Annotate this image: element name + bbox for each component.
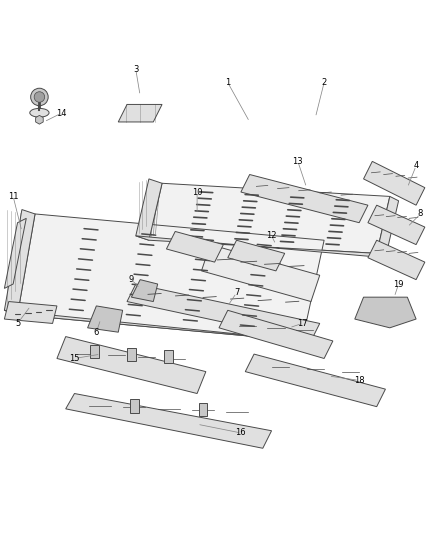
Text: 7: 7 — [234, 288, 239, 297]
Polygon shape — [131, 280, 158, 302]
Text: 16: 16 — [236, 429, 246, 438]
Text: 15: 15 — [69, 354, 80, 363]
Text: 2: 2 — [321, 78, 327, 87]
Text: 18: 18 — [354, 376, 364, 385]
Polygon shape — [377, 197, 399, 258]
Polygon shape — [127, 348, 136, 361]
Text: 13: 13 — [293, 157, 303, 166]
Polygon shape — [136, 236, 385, 258]
Polygon shape — [18, 214, 324, 341]
Text: 8: 8 — [418, 209, 423, 219]
Polygon shape — [66, 393, 272, 448]
Text: 12: 12 — [266, 231, 277, 240]
Polygon shape — [355, 297, 416, 328]
Polygon shape — [164, 350, 173, 363]
Polygon shape — [118, 104, 162, 122]
Polygon shape — [228, 240, 285, 271]
Polygon shape — [4, 310, 307, 341]
Polygon shape — [166, 231, 223, 262]
Text: 6: 6 — [94, 328, 99, 337]
Polygon shape — [198, 403, 207, 416]
Polygon shape — [368, 205, 425, 245]
Polygon shape — [57, 336, 206, 393]
Polygon shape — [201, 245, 320, 302]
Text: 5: 5 — [15, 319, 20, 328]
Text: 14: 14 — [56, 109, 67, 118]
Polygon shape — [364, 161, 425, 205]
Polygon shape — [4, 209, 35, 314]
Polygon shape — [130, 399, 139, 413]
Text: 17: 17 — [297, 319, 307, 328]
Text: 1: 1 — [225, 78, 230, 87]
Polygon shape — [90, 345, 99, 359]
Polygon shape — [4, 302, 57, 324]
Text: 10: 10 — [192, 188, 202, 197]
Ellipse shape — [30, 108, 49, 117]
Polygon shape — [245, 354, 385, 407]
Text: 19: 19 — [393, 279, 404, 288]
Polygon shape — [136, 179, 162, 240]
Polygon shape — [127, 284, 320, 341]
Text: 9: 9 — [129, 275, 134, 284]
Polygon shape — [368, 240, 425, 280]
Text: 3: 3 — [133, 65, 138, 74]
Text: 11: 11 — [8, 192, 18, 201]
Circle shape — [34, 92, 45, 102]
Polygon shape — [241, 174, 368, 223]
Polygon shape — [88, 306, 123, 332]
Circle shape — [31, 88, 48, 106]
Polygon shape — [149, 183, 390, 253]
Polygon shape — [4, 219, 26, 288]
Text: 4: 4 — [413, 161, 419, 170]
Polygon shape — [219, 310, 333, 359]
